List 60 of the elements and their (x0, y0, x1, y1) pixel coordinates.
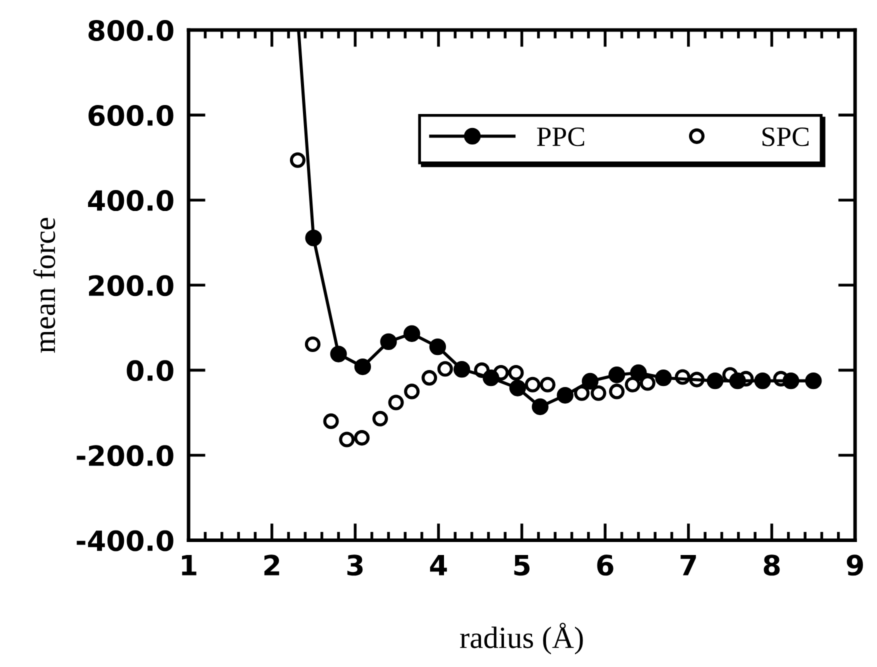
y-axis-title: mean force (33, 218, 56, 353)
point (556, 386, 574, 404)
point (422, 370, 438, 386)
point (380, 333, 397, 350)
point (323, 413, 339, 429)
point (674, 369, 690, 385)
point (773, 370, 789, 386)
point (640, 375, 656, 391)
point (453, 361, 470, 378)
point (590, 385, 606, 401)
point (330, 346, 347, 362)
x-axis-title: radius (Å) (460, 622, 583, 654)
x-tick-label: 4 (430, 555, 447, 576)
point (574, 385, 590, 401)
point (354, 430, 370, 446)
point (388, 394, 404, 410)
point (404, 325, 420, 342)
x-tick-label: 5 (514, 555, 530, 576)
point (372, 410, 388, 426)
point (540, 376, 556, 392)
y-tick-label: -400.0 (76, 530, 174, 552)
point (474, 362, 490, 378)
point (608, 366, 626, 384)
point (305, 230, 322, 246)
y-tick-label: 400.0 (88, 190, 174, 212)
point (524, 376, 540, 392)
y-tick-label: 600.0 (88, 104, 174, 126)
point (290, 152, 306, 168)
point (429, 338, 446, 356)
point (508, 364, 524, 381)
point (509, 380, 526, 396)
x-tick-label: 2 (264, 554, 280, 576)
y-tick-label: 800.0 (88, 20, 174, 41)
point (582, 372, 598, 390)
point (304, 336, 320, 352)
point (655, 370, 672, 386)
y-tick-label: 0.0 (126, 360, 174, 382)
point (339, 432, 355, 448)
point (354, 358, 372, 376)
x-tick-label: 1 (182, 555, 196, 576)
point (437, 361, 453, 377)
y-tick-label: 200.0 (89, 275, 174, 296)
x-tick-label: 6 (597, 554, 614, 576)
x-tick-label: 8 (764, 554, 780, 576)
point (532, 398, 548, 416)
point (754, 372, 771, 390)
point (609, 384, 625, 400)
point (805, 372, 822, 390)
x-tick-label: 9 (846, 554, 863, 576)
point (706, 372, 724, 390)
x-tick-label: 3 (347, 554, 363, 576)
y-tick-label: -200.0 (76, 445, 174, 466)
legend-label: PPC (537, 128, 584, 146)
x-tick-label: 7 (680, 555, 696, 576)
legend-label: SPC (762, 128, 809, 146)
point (722, 367, 738, 383)
point (404, 384, 420, 400)
point (688, 372, 705, 388)
point (624, 376, 640, 392)
point (493, 364, 509, 381)
